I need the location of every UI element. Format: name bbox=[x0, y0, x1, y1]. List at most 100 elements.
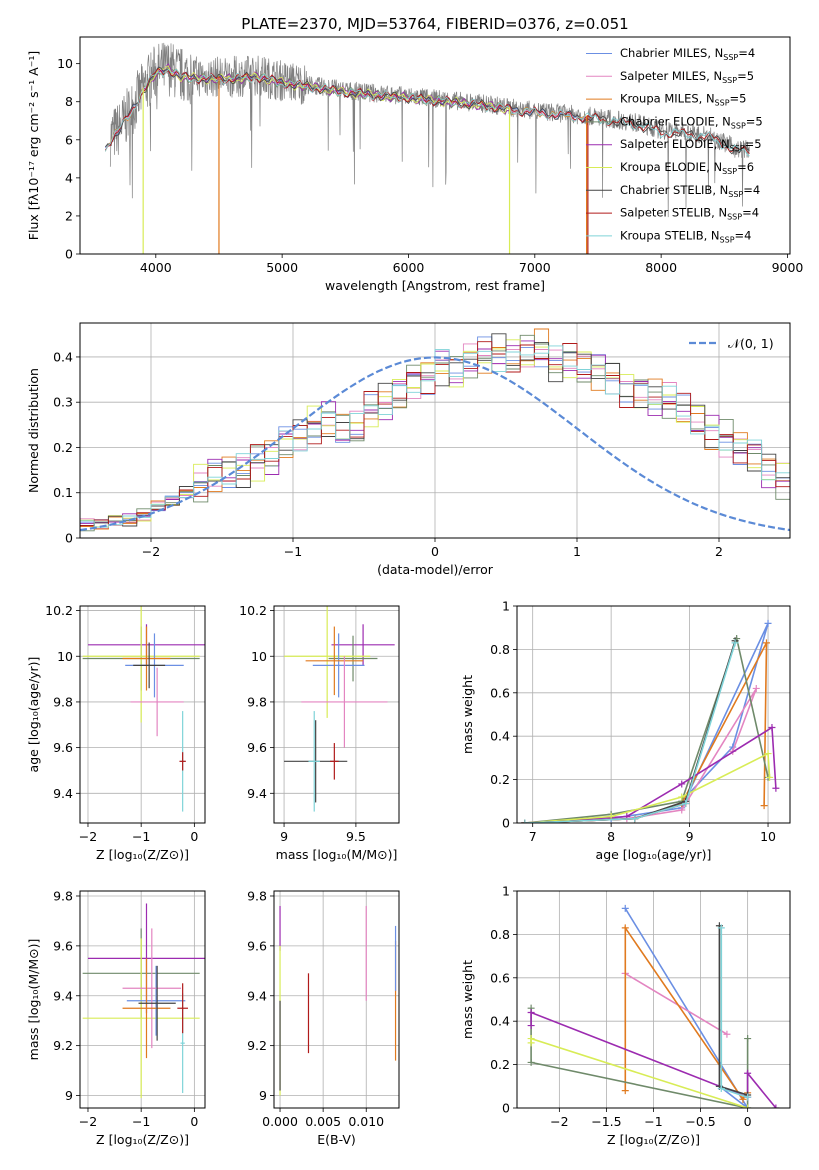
chart-title: PLATE=2370, MJD=53764, FIBERID=0376, z=0… bbox=[241, 15, 628, 33]
weight-line bbox=[524, 642, 768, 823]
legend-entry: Chabrier STELIB, NSSP=4 bbox=[620, 183, 760, 199]
x-axis-label: age [log₁₀(age/yr)] bbox=[596, 847, 712, 862]
y-axis-label: mass weight bbox=[460, 960, 475, 1039]
legend-tail: =5 bbox=[730, 92, 747, 106]
plot-area bbox=[82, 903, 205, 1099]
y-axis-label: Flux [fλ10⁻¹⁷ erg cm⁻² s⁻¹ A⁻¹] bbox=[26, 51, 41, 240]
legend-label: Kroupa MILES, N bbox=[620, 92, 715, 106]
x-axis-label: mass [log₁₀(M/M⊙)] bbox=[276, 847, 398, 862]
x-tick-label: 1 bbox=[573, 544, 581, 559]
x-tick-label: 0 bbox=[431, 544, 439, 559]
y-tick-label: 0.4 bbox=[490, 729, 510, 744]
x-tick-label: 0.005 bbox=[305, 1114, 341, 1129]
plot-area bbox=[279, 905, 397, 1096]
y-tick-label: 0.2 bbox=[490, 772, 510, 787]
legend-label: Kroupa STELIB, N bbox=[620, 228, 720, 242]
weight-point bbox=[764, 750, 772, 758]
x-tick-label: −2 bbox=[142, 544, 160, 559]
y-tick-label: 4 bbox=[65, 170, 73, 185]
x-axis-label: (data-model)/error bbox=[377, 562, 494, 577]
y-tick-label: 0 bbox=[65, 531, 73, 546]
panel-age-vs-Z: −2 −1 0 9.4 9.6 9.8 10 10.2 Z [log₁₀(Z/Z⊙)] age [… bbox=[26, 603, 206, 862]
error-bar bbox=[308, 711, 320, 812]
x-axis-label: Z [log₁₀(Z/Z⊙)] bbox=[96, 1132, 189, 1147]
y-tick-label: 9.4 bbox=[247, 786, 267, 801]
weight-series bbox=[527, 1035, 752, 1108]
x-tick-label: 6000 bbox=[393, 260, 425, 275]
legend: 𝒩(0, 1) bbox=[689, 336, 774, 351]
x-tick-label: 0 bbox=[190, 829, 198, 844]
y-tick-label: 0.2 bbox=[490, 1057, 510, 1072]
legend-sub: SSP bbox=[728, 190, 743, 199]
y-tick-label: 6 bbox=[65, 132, 73, 147]
weight-line bbox=[524, 688, 758, 823]
y-tick-label: 10 bbox=[57, 649, 73, 664]
y-tick-label: 9.6 bbox=[247, 938, 267, 953]
error-bar bbox=[177, 983, 188, 1034]
legend-sub: SSP bbox=[715, 99, 730, 108]
legend-entry: Kroupa ELODIE, NSSP=6 bbox=[620, 160, 754, 176]
weight-point bbox=[731, 639, 739, 647]
legend-entry: Kroupa STELIB, NSSP=4 bbox=[620, 228, 751, 244]
weight-point bbox=[678, 806, 686, 814]
weight-series bbox=[521, 724, 780, 823]
axes-frame bbox=[516, 605, 791, 824]
plot-area bbox=[82, 606, 205, 812]
y-tick-label: 10 bbox=[57, 56, 73, 71]
weight-line bbox=[624, 972, 728, 1035]
error-bar bbox=[138, 965, 176, 1041]
weight-series bbox=[621, 924, 752, 1103]
error-bar bbox=[122, 928, 182, 1049]
plot-area bbox=[521, 619, 780, 823]
weight-point bbox=[766, 773, 774, 781]
weight-series bbox=[521, 639, 770, 823]
y-tick-label: 9.8 bbox=[247, 888, 267, 903]
panel-mass-vs-Z: −2 −1 0 9 9.2 9.4 9.6 9.8 Z [log₁₀(Z/Z⊙)] mass [l… bbox=[26, 888, 206, 1147]
x-tick-label: 0 bbox=[744, 1114, 752, 1129]
legend-tail: =5 bbox=[746, 114, 763, 128]
legend-sub: SSP bbox=[723, 53, 738, 62]
x-tick-label: 7 bbox=[529, 829, 537, 844]
error-bar bbox=[284, 606, 371, 718]
legend-entry: Salpeter STELIB, NSSP=4 bbox=[620, 206, 759, 222]
legend-tail: =5 bbox=[745, 137, 762, 151]
x-tick-label: −1 bbox=[132, 829, 150, 844]
weight-point bbox=[760, 802, 768, 810]
y-tick-label: 0 bbox=[65, 247, 73, 262]
y-tick-label: 9.8 bbox=[247, 694, 267, 709]
legend-entry: Chabrier ELODIE, NSSP=5 bbox=[620, 114, 763, 130]
legend-tail: =4 bbox=[735, 228, 752, 242]
x-tick-label: 9000 bbox=[772, 260, 804, 275]
weight-point bbox=[621, 1087, 629, 1095]
x-tick-label: 5000 bbox=[266, 260, 298, 275]
axes-frame bbox=[273, 890, 400, 1109]
legend-sub: SSP bbox=[731, 121, 746, 130]
error-bar bbox=[133, 642, 166, 689]
y-tick-label: 9.6 bbox=[247, 740, 267, 755]
y-tick-label: 10.2 bbox=[239, 603, 267, 618]
legend-label: Salpeter STELIB, N bbox=[620, 206, 727, 220]
weight-point bbox=[621, 924, 629, 932]
x-axis-label: wavelength [Angstrom, rest frame] bbox=[325, 278, 545, 293]
legend-tail: =4 bbox=[738, 46, 755, 60]
weight-point bbox=[527, 1058, 535, 1066]
y-tick-label: 0.2 bbox=[53, 440, 73, 455]
weight-point bbox=[768, 724, 776, 732]
x-tick-label: 9 bbox=[686, 829, 694, 844]
plot-area bbox=[104, 42, 750, 254]
panel-age-vs-mass: 9 9.5 9.4 9.6 9.8 10 10.2 mass [log₁₀(M/M⊙)] bbox=[239, 603, 400, 862]
y-tick-label: 9.4 bbox=[53, 786, 73, 801]
x-tick-label: −2 bbox=[79, 829, 97, 844]
panel-spectrum: 4000 5000 6000 7000 8000 9000 0 2 4 6 8 10 wavelengt… bbox=[26, 15, 803, 293]
y-tick-label: 10.2 bbox=[45, 603, 73, 618]
weight-point bbox=[744, 1069, 752, 1077]
axes-frame bbox=[79, 890, 206, 1109]
x-axis-label: E(B-V) bbox=[317, 1132, 356, 1147]
observed-spectrum bbox=[109, 42, 750, 218]
legend-tail: =4 bbox=[743, 183, 760, 197]
legend-sub: SSP bbox=[727, 213, 742, 222]
error-bar bbox=[328, 635, 378, 682]
y-tick-label: 1 bbox=[502, 599, 510, 614]
